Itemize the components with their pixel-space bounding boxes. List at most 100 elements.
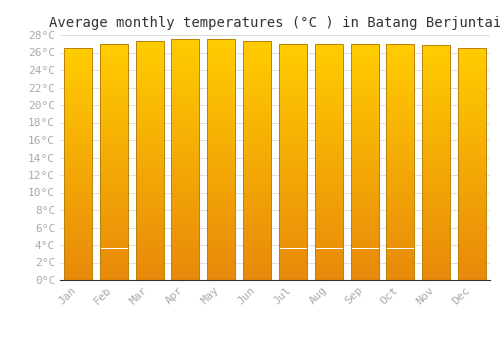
Bar bbox=[458, 198, 486, 200]
Bar bbox=[243, 54, 271, 55]
Bar bbox=[279, 108, 307, 110]
Bar bbox=[208, 209, 235, 211]
Bar bbox=[172, 132, 200, 133]
Bar bbox=[386, 141, 414, 143]
Bar bbox=[172, 85, 200, 87]
Bar bbox=[279, 68, 307, 69]
Bar bbox=[315, 171, 342, 173]
Bar bbox=[208, 275, 235, 277]
Bar bbox=[315, 214, 342, 215]
Bar bbox=[279, 63, 307, 64]
Bar bbox=[243, 239, 271, 240]
Bar bbox=[243, 161, 271, 162]
Bar bbox=[100, 233, 128, 234]
Bar bbox=[100, 157, 128, 159]
Bar bbox=[350, 88, 378, 90]
Bar bbox=[386, 228, 414, 230]
Bar bbox=[136, 169, 164, 170]
Bar bbox=[136, 180, 164, 181]
Bar bbox=[100, 262, 128, 264]
Bar bbox=[136, 251, 164, 253]
Bar bbox=[350, 143, 378, 145]
Bar bbox=[386, 206, 414, 208]
Bar bbox=[350, 165, 378, 167]
Bar bbox=[64, 240, 92, 242]
Bar bbox=[422, 159, 450, 161]
Bar bbox=[100, 275, 128, 277]
Bar bbox=[350, 245, 378, 247]
Bar bbox=[172, 101, 200, 103]
Bar bbox=[315, 231, 342, 233]
Bar bbox=[279, 165, 307, 167]
Bar bbox=[208, 40, 235, 280]
Bar bbox=[386, 179, 414, 181]
Bar bbox=[243, 167, 271, 168]
Bar bbox=[422, 106, 450, 107]
Bar bbox=[100, 199, 128, 201]
Bar bbox=[422, 209, 450, 211]
Bar bbox=[243, 151, 271, 153]
Bar bbox=[208, 124, 235, 126]
Bar bbox=[315, 163, 342, 165]
Bar bbox=[458, 64, 486, 65]
Bar bbox=[243, 204, 271, 205]
Bar bbox=[208, 235, 235, 237]
Bar bbox=[279, 218, 307, 220]
Bar bbox=[64, 221, 92, 223]
Bar bbox=[422, 70, 450, 71]
Bar bbox=[279, 115, 307, 116]
Bar bbox=[386, 178, 414, 179]
Bar bbox=[386, 78, 414, 80]
Bar bbox=[315, 94, 342, 96]
Bar bbox=[172, 47, 200, 48]
Bar bbox=[315, 74, 342, 75]
Bar bbox=[386, 222, 414, 223]
Bar bbox=[100, 126, 128, 127]
Bar bbox=[100, 223, 128, 225]
Bar bbox=[350, 74, 378, 75]
Bar bbox=[458, 124, 486, 125]
Bar bbox=[100, 266, 128, 267]
Bar bbox=[279, 189, 307, 190]
Bar bbox=[350, 173, 378, 174]
Bar bbox=[386, 66, 414, 67]
Bar bbox=[172, 270, 200, 272]
Bar bbox=[315, 80, 342, 82]
Bar bbox=[64, 80, 92, 82]
Bar bbox=[386, 132, 414, 134]
Bar bbox=[243, 135, 271, 137]
Bar bbox=[208, 205, 235, 206]
Bar bbox=[243, 191, 271, 192]
Bar bbox=[458, 160, 486, 161]
Bar bbox=[136, 200, 164, 202]
Bar bbox=[458, 192, 486, 194]
Bar bbox=[279, 58, 307, 60]
Bar bbox=[64, 88, 92, 90]
Bar bbox=[386, 168, 414, 170]
Bar bbox=[458, 119, 486, 121]
Bar bbox=[136, 250, 164, 251]
Bar bbox=[208, 229, 235, 230]
Bar bbox=[350, 85, 378, 86]
Bar bbox=[315, 212, 342, 214]
Bar bbox=[279, 140, 307, 141]
Bar bbox=[172, 216, 200, 217]
Bar bbox=[458, 54, 486, 56]
Bar bbox=[279, 102, 307, 104]
Bar bbox=[350, 203, 378, 204]
Bar bbox=[386, 223, 414, 225]
Bar bbox=[422, 144, 450, 145]
Bar bbox=[279, 55, 307, 56]
Bar bbox=[172, 79, 200, 80]
Bar bbox=[243, 59, 271, 60]
Bar bbox=[100, 116, 128, 118]
Bar bbox=[64, 169, 92, 170]
Bar bbox=[279, 197, 307, 198]
Bar bbox=[136, 51, 164, 52]
Bar bbox=[422, 220, 450, 222]
Bar bbox=[458, 73, 486, 75]
Bar bbox=[386, 255, 414, 256]
Bar bbox=[208, 177, 235, 179]
Bar bbox=[386, 208, 414, 209]
Bar bbox=[172, 50, 200, 51]
